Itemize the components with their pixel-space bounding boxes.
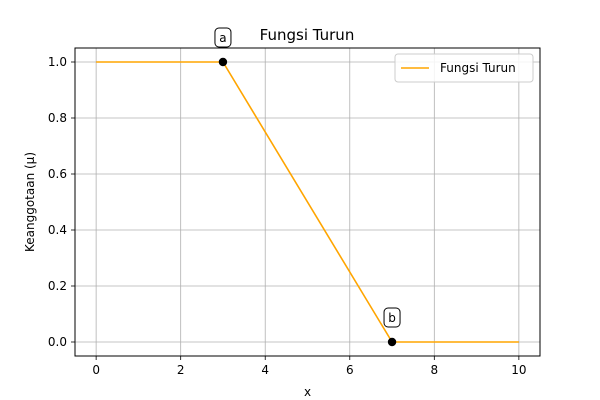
x-tick-label: 6 [346,363,354,377]
y-tick-label: 0.0 [48,335,67,349]
y-axis: 0.0 0.2 0.4 0.6 0.8 1.0 [48,55,75,349]
annotation-box [214,27,232,48]
y-tick-label: 0.4 [48,223,67,237]
annotation-label: a [219,31,226,45]
y-tick-label: 1.0 [48,55,67,69]
point-annotation-a: a [214,27,232,48]
x-tick-label: 0 [92,363,100,377]
series-line-0 [96,61,519,343]
y-tick-label: 0.8 [48,111,67,125]
point-marker-a [218,57,228,67]
x-tick-label: 4 [261,363,269,377]
x-tick-label: 8 [430,363,438,377]
annotation-label: b [388,311,396,325]
annotation-box [383,307,401,328]
legend-label: Fungsi Turun [440,61,516,75]
legend-frame [394,53,534,83]
chart-title: Fungsi Turun [260,26,355,44]
x-axis: 0 2 4 6 8 10 [92,356,527,377]
point-marker-b [387,337,397,347]
y-tick-label: 0.6 [48,167,67,181]
y-axis-label: Keanggotaan (μ) [23,152,37,252]
x-axis-label: x [304,385,311,399]
x-tick-label: 2 [177,363,185,377]
y-tick-label: 0.2 [48,279,67,293]
plot-points: ab [214,27,401,347]
legend: Fungsi Turun [394,53,534,83]
x-tick-label: 10 [511,363,526,377]
grid-lines [75,48,540,356]
plot-frame [74,47,541,357]
point-annotation-b: b [383,307,401,328]
plot-series [96,61,519,343]
